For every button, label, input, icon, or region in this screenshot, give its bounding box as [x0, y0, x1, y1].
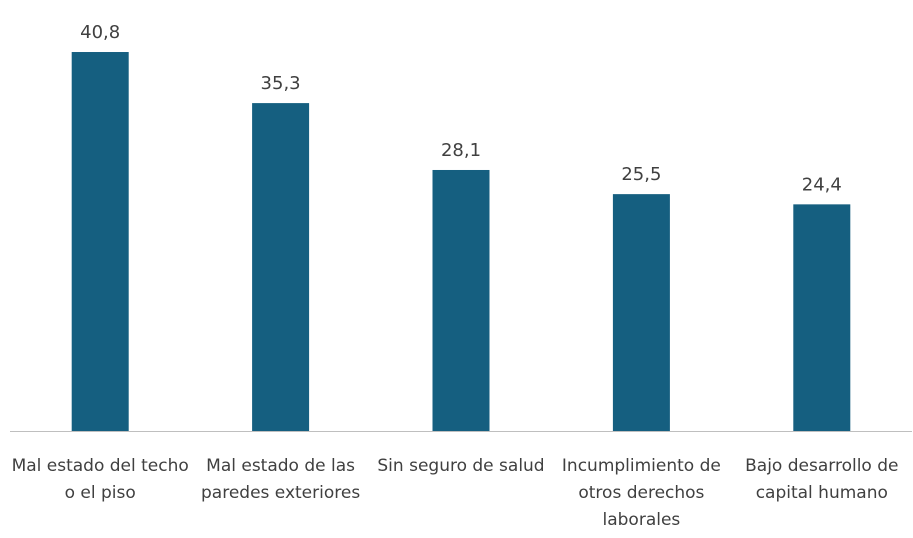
- bar: [252, 103, 310, 431]
- data-label: 24,4: [802, 174, 842, 195]
- x-tick-label: Mal estado de las paredes exteriores: [201, 456, 361, 503]
- data-label: 28,1: [441, 140, 481, 161]
- bar: [71, 52, 129, 431]
- bar: [793, 204, 851, 431]
- data-label: 25,5: [621, 164, 661, 185]
- x-tick-label: Sin seguro de salud: [377, 456, 545, 476]
- x-tick-label: Bajo desarrollo de capital humano: [745, 456, 899, 503]
- data-label: 35,3: [261, 73, 301, 94]
- x-tick-label: Incumplimiento de otros derechos laboral…: [561, 456, 721, 530]
- bar: [612, 194, 670, 431]
- data-label: 40,8: [80, 22, 120, 43]
- x-tick-label: Mal estado del techo o el piso: [11, 456, 189, 503]
- bar: [432, 169, 490, 431]
